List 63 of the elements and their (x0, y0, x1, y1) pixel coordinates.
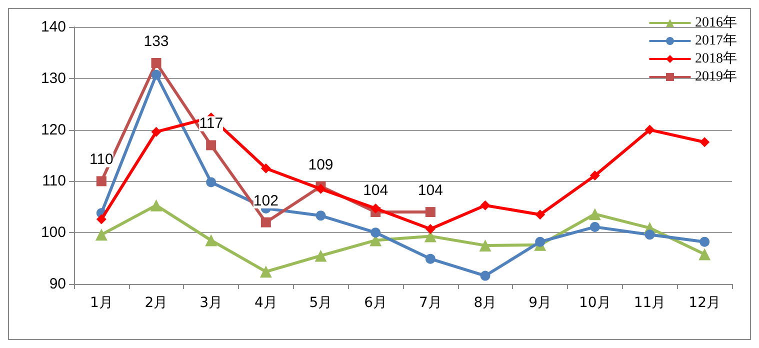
y-tick-label: 90 (49, 276, 66, 292)
data-label: 133 (144, 32, 169, 50)
data-label: 117 (199, 115, 224, 132)
y-tick-label: 110 (42, 172, 66, 190)
point (370, 203, 381, 214)
x-tick-label: 3月 (200, 295, 223, 311)
point (698, 248, 711, 260)
point (260, 163, 271, 174)
point (316, 210, 326, 221)
point (206, 177, 216, 188)
legend-label: 2017年 (695, 32, 737, 48)
point (479, 239, 492, 252)
x-tick-label: 8月 (474, 295, 497, 311)
x-tick-label: 11月 (634, 295, 666, 311)
data-label: 104 (363, 182, 388, 200)
x-tick-label: 5月 (309, 295, 332, 311)
point (370, 228, 381, 238)
point (535, 236, 546, 247)
x-tick-label: 10月 (579, 295, 611, 311)
data-label: 109 (308, 156, 334, 174)
point (425, 254, 436, 264)
point (316, 184, 326, 194)
point (96, 214, 106, 224)
point (260, 266, 272, 278)
point (151, 70, 162, 80)
y-tick-label: 100 (40, 224, 66, 242)
point (590, 170, 600, 181)
legend-label: 2019年 (695, 68, 737, 84)
point (535, 210, 546, 220)
x-tick-label: 12月 (688, 295, 720, 311)
point (150, 199, 162, 212)
point (96, 176, 106, 186)
legend-label: 2016年 (695, 14, 737, 30)
point (480, 200, 490, 210)
point (151, 58, 162, 68)
point (588, 208, 601, 220)
point (590, 222, 600, 232)
point (206, 140, 216, 150)
x-tick-label: 7月 (418, 295, 442, 311)
point (205, 234, 218, 246)
point (644, 124, 655, 135)
y-tick-label: 130 (40, 70, 66, 87)
legend-label: 2018年 (695, 50, 737, 66)
point (700, 137, 710, 148)
point (95, 228, 108, 241)
data-label: 110 (89, 151, 114, 168)
point (480, 270, 490, 281)
point (151, 126, 162, 137)
y-tick-label: 120 (40, 121, 66, 138)
data-label: 102 (253, 192, 278, 210)
x-tick-label: 1月 (90, 295, 113, 311)
x-tick-label: 6月 (364, 295, 388, 311)
x-tick-label: 9月 (528, 295, 552, 311)
point (314, 250, 327, 262)
x-tick-label: 4月 (254, 295, 278, 311)
y-tick-label: 140 (40, 18, 66, 36)
data-label: 104 (418, 182, 443, 200)
point (700, 236, 710, 247)
point (425, 224, 436, 234)
point (644, 230, 655, 240)
x-tick-label: 2月 (144, 295, 168, 311)
point (425, 207, 436, 218)
point (260, 217, 271, 228)
